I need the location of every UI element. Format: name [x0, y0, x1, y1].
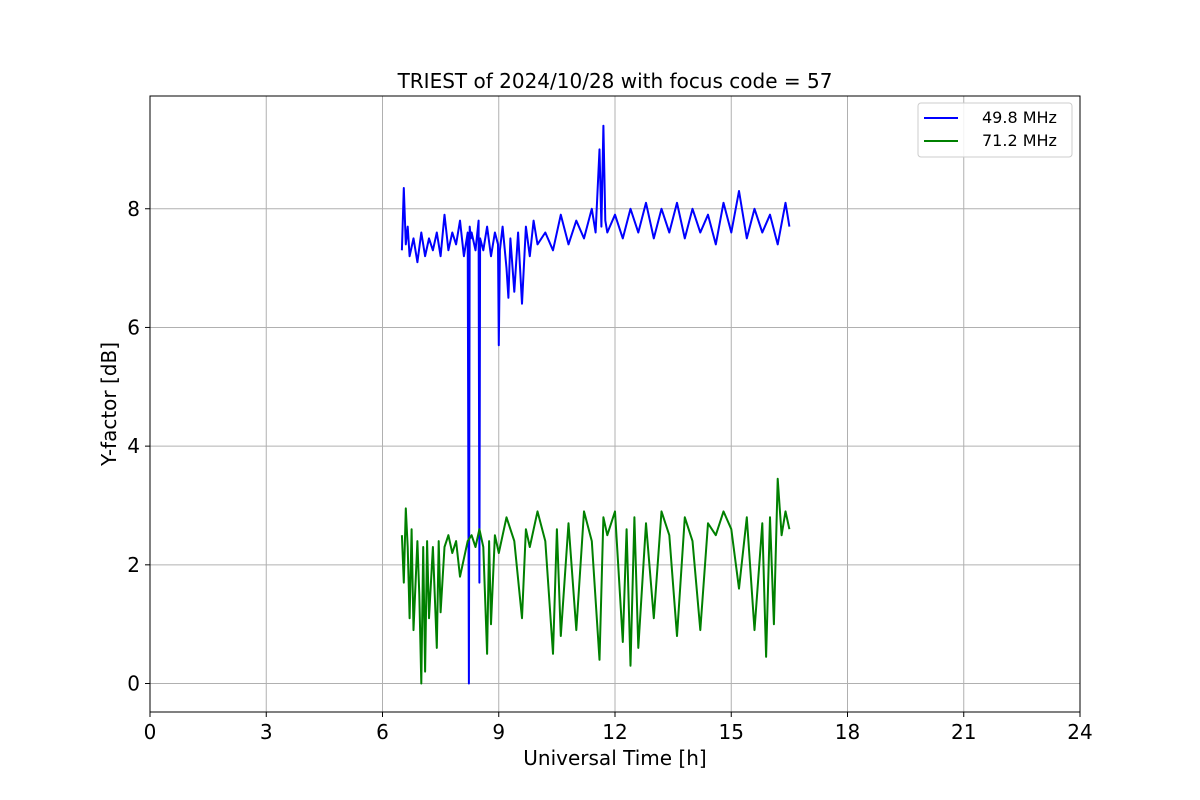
series-line-71-2-mhz: [400, 477, 791, 685]
x-tick-label: 0: [144, 720, 157, 744]
x-tick-label: 18: [835, 720, 860, 744]
y-tick-label: 6: [127, 315, 140, 339]
legend-label-49-8: 49.8 MHz: [982, 108, 1057, 127]
x-tick-label: 3: [260, 720, 273, 744]
legend-box: [917, 102, 1073, 158]
x-tick-label: 15: [719, 720, 744, 744]
y-tick-label: 2: [127, 553, 140, 577]
x-tick-label: 24: [1067, 720, 1092, 744]
x-tick-label: 21: [951, 720, 976, 744]
x-tick-label: 12: [602, 720, 627, 744]
series-line-49-8-mhz: [400, 124, 791, 685]
legend-label-71-2: 71.2 MHz: [982, 131, 1057, 150]
y-tick-label: 0: [127, 672, 140, 696]
y-axis-label: Y-factor [dB]: [97, 342, 121, 467]
x-tick-label: 9: [492, 720, 505, 744]
legend: 49.8 MHz 71.2 MHz: [917, 102, 1073, 158]
chart-title: TRIEST of 2024/10/28 with focus code = 5…: [397, 69, 833, 93]
y-tick-label: 4: [127, 434, 140, 458]
x-tick-label: 6: [376, 720, 389, 744]
x-axis-label: Universal Time [h]: [523, 746, 706, 770]
series-layer: [400, 124, 791, 685]
y-tick-label: 8: [127, 197, 140, 221]
